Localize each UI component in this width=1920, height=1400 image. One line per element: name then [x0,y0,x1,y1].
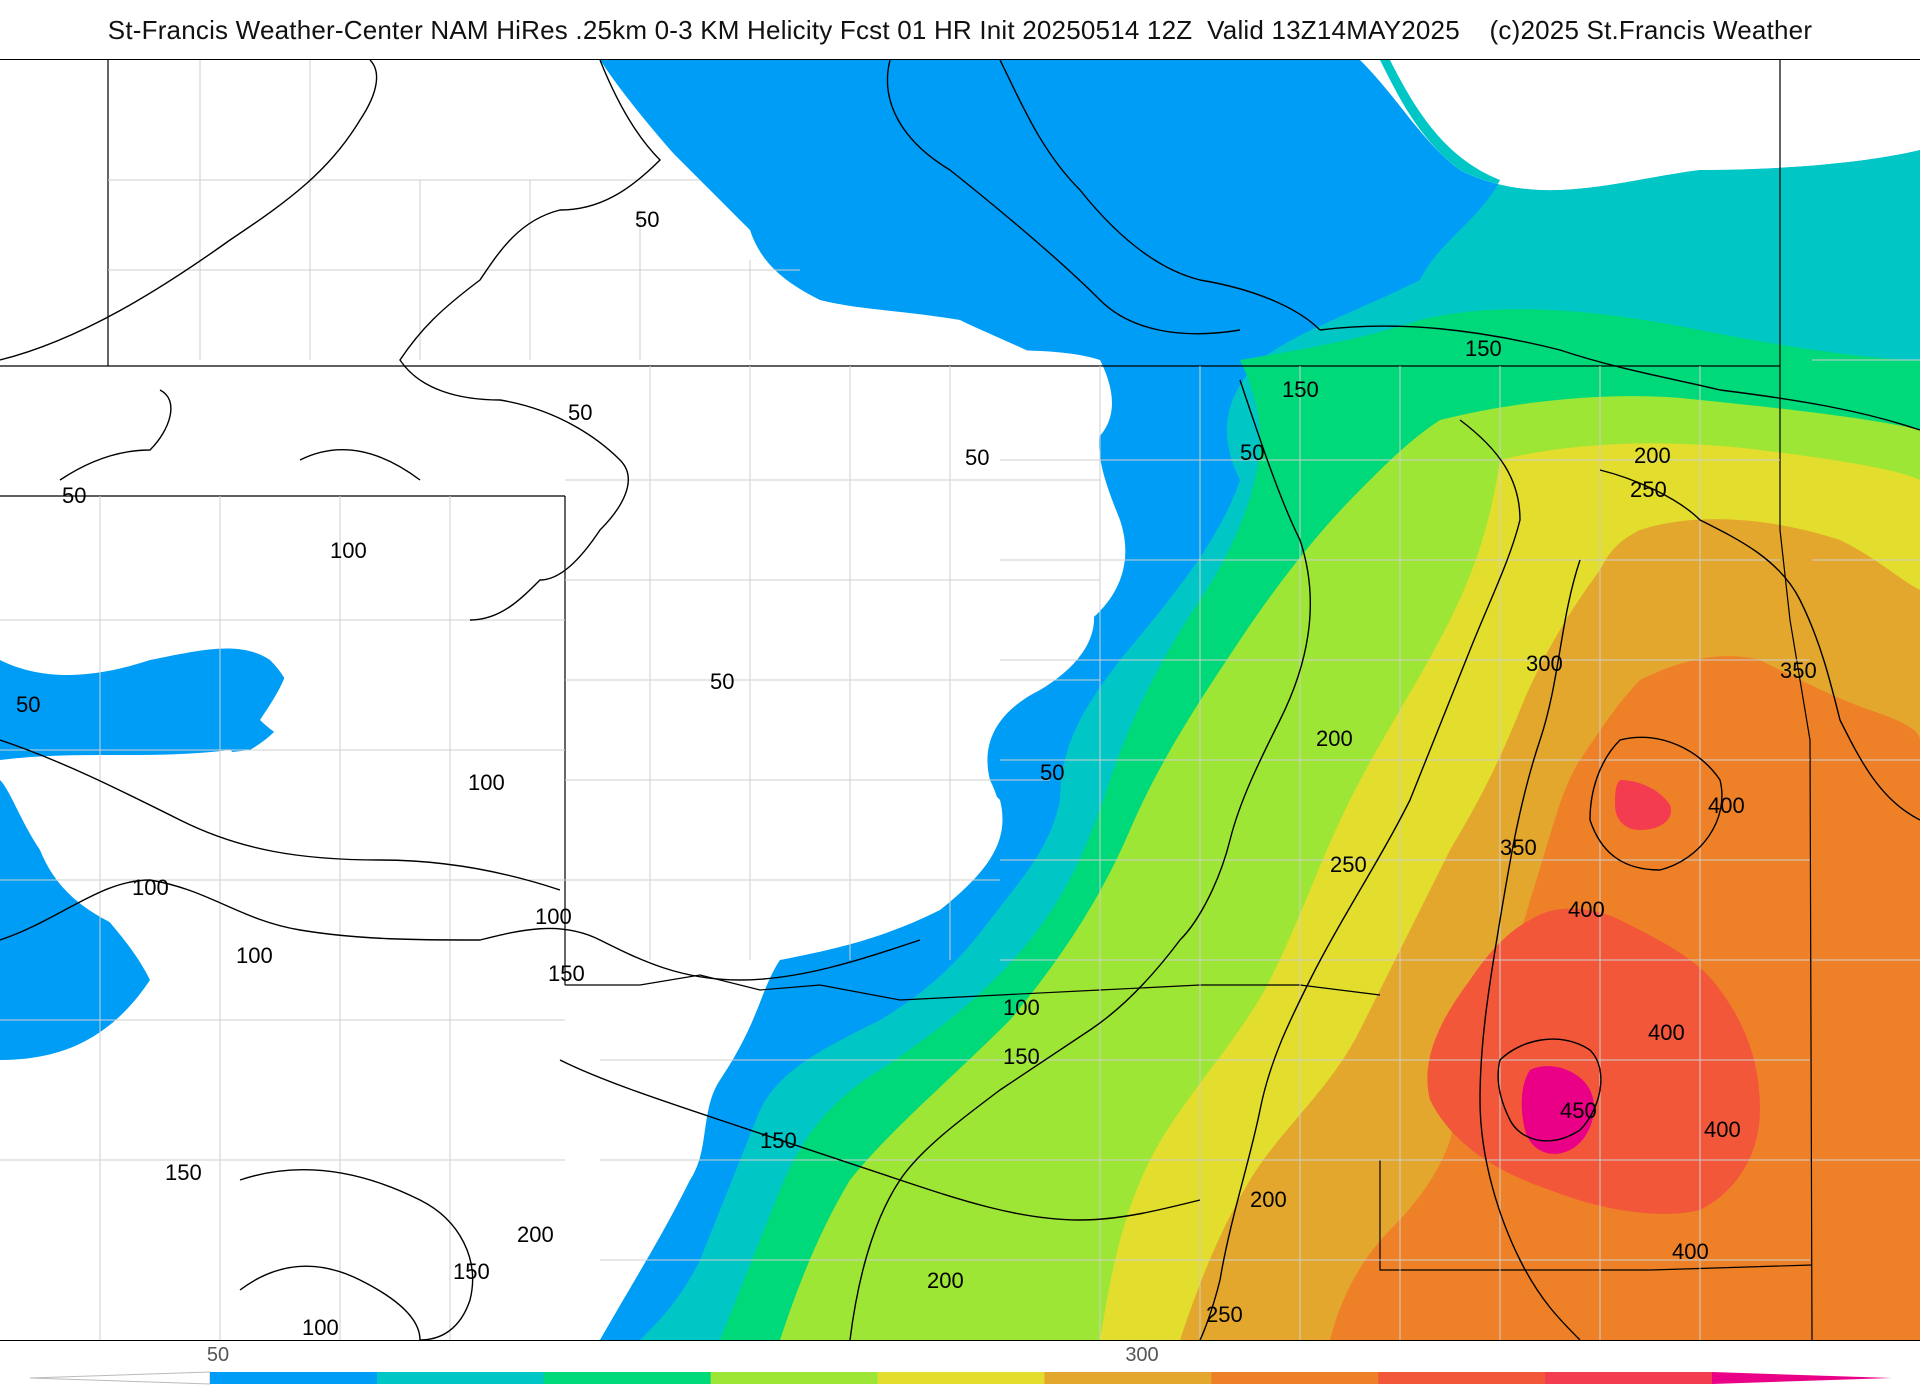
contour-label: 250 [1206,1302,1243,1327]
contour-label: 50 [635,207,659,232]
contour-label: 100 [302,1315,339,1340]
contour-label: 150 [1003,1044,1040,1069]
contour-label: 400 [1568,897,1605,922]
band-400-450-patch-north [1615,780,1671,830]
contour-label: 50 [710,669,734,694]
county-boundaries [0,60,1920,1340]
contour-label: 50 [62,483,86,508]
contour-label: 200 [927,1268,964,1293]
colorbar-swatch [1545,1372,1713,1384]
contour-label: 200 [1250,1187,1287,1212]
contour-label: 50 [568,400,592,425]
contour-label: 100 [132,875,169,900]
colorbar-swatch [543,1372,712,1384]
band-below-50-northeast [1380,60,1920,191]
colorbar-swatch [1211,1372,1379,1384]
contour-label: 150 [453,1259,490,1284]
contour-label: 250 [1330,852,1367,877]
contour-label: 50 [1240,440,1264,465]
contour-label: 100 [236,943,273,968]
contour-label: 400 [1648,1020,1685,1045]
contour-label: 100 [468,770,505,795]
contour-label: 250 [1630,477,1667,502]
colorbar-swatch [877,1372,1045,1384]
colorbar [30,1371,1892,1385]
contour-label: 50 [965,445,989,470]
contour-label: 150 [760,1128,797,1153]
map-canvas: 50 50 50 50 50 50 50 50 100 100 100 100 … [0,60,1920,1340]
contour-label: 150 [1465,336,1502,361]
colorbar-swatch [1044,1372,1212,1384]
contour-label: 200 [1316,726,1353,751]
map-title: St-Francis Weather-Center NAM HiRes .25k… [107,14,1813,45]
state-boundaries [0,60,1813,1340]
contour-label: 100 [1003,995,1040,1020]
colorbar-swatch [1378,1372,1546,1384]
contour-label: 350 [1500,835,1537,860]
contour-label: 50 [1040,760,1064,785]
colorbar-swatch [30,1371,211,1385]
colorbar-swatch [376,1372,545,1384]
contour-label: 400 [1672,1239,1709,1264]
contour-label: 300 [1526,651,1563,676]
band-400-450 [1427,908,1760,1214]
band-below-50-west [0,750,608,1324]
contour-label: 50 [16,692,40,717]
contour-label: 450 [1560,1098,1597,1123]
contour-label: 100 [330,538,367,563]
contour-label: 350 [1780,658,1817,683]
contour-label: 200 [517,1222,554,1247]
colorbar-tick-label: 300 [1125,1344,1159,1366]
contour-label: 150 [1282,377,1319,402]
contour-label: 400 [1704,1117,1741,1142]
contour-label: 150 [165,1160,202,1185]
colorbar-swatch [210,1372,378,1384]
contour-label: 200 [1634,443,1671,468]
band-below-50-central [560,650,969,971]
colorbar-swatch [710,1372,879,1384]
helicity-contours [0,60,1920,1340]
helicity-fill-bands [0,60,1920,1340]
contour-label: 150 [548,961,585,986]
colorbar-tick-label: 50 [206,1344,230,1366]
contour-labels: 50 50 50 50 50 50 50 50 100 100 100 100 … [16,207,1817,1340]
contour-label: 100 [535,904,572,929]
colorbar-swatch [1712,1372,1892,1384]
helicity-map[interactable]: 50 50 50 50 50 50 50 50 100 100 100 100 … [0,59,1920,1341]
contour-label: 400 [1708,793,1745,818]
